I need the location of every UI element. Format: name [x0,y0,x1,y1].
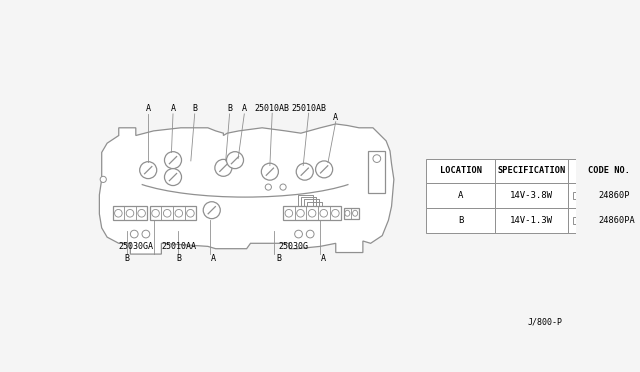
Ellipse shape [332,209,339,217]
PathPatch shape [99,124,394,254]
Circle shape [296,163,313,180]
Ellipse shape [115,209,122,217]
Text: LOCATION: LOCATION [440,166,481,176]
Ellipse shape [345,210,350,216]
Bar [150,206,196,220]
Bar [495,183,568,208]
Bar [573,192,580,199]
Text: A: A [333,113,339,122]
Text: B: B [176,254,181,263]
Text: 24860P: 24860P [598,191,630,200]
Bar [495,208,568,232]
Text: A: A [458,191,463,200]
Ellipse shape [297,209,304,217]
Ellipse shape [175,209,182,217]
Circle shape [142,230,150,238]
Ellipse shape [285,209,292,217]
Circle shape [204,202,220,219]
Circle shape [307,230,314,238]
Text: A: A [211,254,216,263]
Circle shape [164,152,182,169]
Text: A: A [242,104,247,113]
Bar [283,206,341,220]
Bar [426,208,495,232]
Text: B: B [192,104,197,113]
Circle shape [265,184,271,190]
Text: 25010AA: 25010AA [162,242,196,251]
Ellipse shape [585,217,593,224]
Bar [568,183,640,208]
Bar [368,151,385,193]
Text: J/800-P: J/800-P [527,317,563,326]
Circle shape [373,155,381,163]
Text: 25010AB: 25010AB [291,104,326,113]
Bar [580,193,584,198]
Text: B: B [276,254,282,263]
Circle shape [164,169,182,186]
Text: 25030G: 25030G [278,242,308,251]
Text: 14V-3.8W: 14V-3.8W [510,191,553,200]
Text: CODE NO.: CODE NO. [588,166,630,176]
Bar [426,183,495,208]
Text: A: A [170,104,175,113]
Text: B: B [227,104,232,113]
Ellipse shape [163,209,171,217]
Circle shape [294,230,303,238]
Ellipse shape [585,192,593,199]
Circle shape [131,230,138,238]
Circle shape [261,163,278,180]
Ellipse shape [152,209,159,217]
Text: 14V-1.3W: 14V-1.3W [510,216,553,225]
Ellipse shape [320,209,328,217]
Text: B: B [458,216,463,225]
Ellipse shape [587,194,591,198]
Ellipse shape [126,209,134,217]
Bar [113,206,147,220]
Circle shape [316,161,333,178]
Text: 25010AB: 25010AB [255,104,290,113]
Text: 24860PA: 24860PA [598,216,636,225]
Text: 25030GA: 25030GA [118,242,154,251]
Ellipse shape [187,209,194,217]
Ellipse shape [308,209,316,217]
Text: SPECIFICATION: SPECIFICATION [497,166,566,176]
Ellipse shape [138,209,145,217]
Bar [568,158,640,183]
Bar [426,158,495,183]
Bar [495,158,568,183]
Circle shape [280,184,286,190]
Text: A: A [321,254,326,263]
Bar [580,218,584,223]
Circle shape [100,176,106,183]
Bar [344,208,359,219]
Text: B: B [124,254,129,263]
Circle shape [215,159,232,176]
Circle shape [140,162,157,179]
Circle shape [227,152,244,169]
Ellipse shape [587,218,591,222]
Bar [568,208,640,232]
Text: A: A [146,104,150,113]
Ellipse shape [353,210,358,216]
Bar [573,217,580,224]
